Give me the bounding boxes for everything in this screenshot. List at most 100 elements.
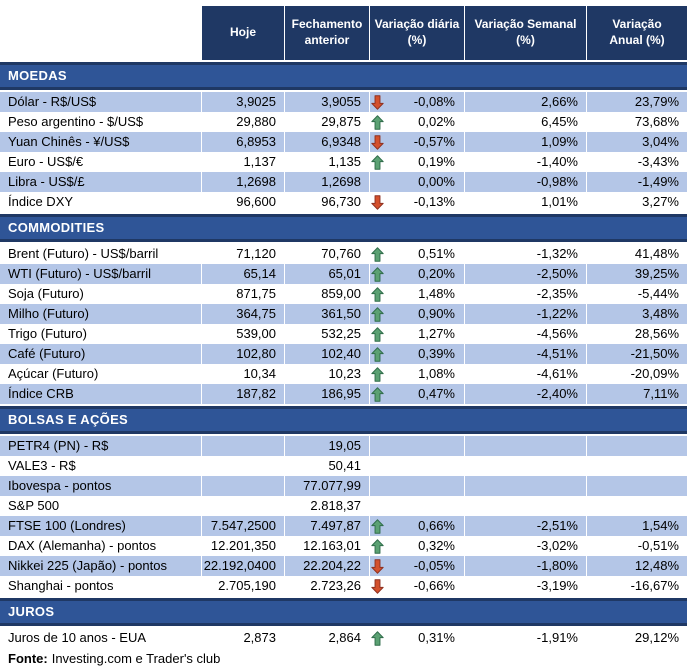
variacao-anual-value: 12,48% [587,556,687,576]
instrument-label: Índice CRB [0,384,202,404]
trend-arrow [371,518,386,534]
variacao-diaria-cell: 0,39% [370,344,465,364]
variacao-anual-value: 41,48% [634,246,679,261]
fechamento-value: 70,760 [285,244,370,264]
table-row: Soja (Futuro) 871,75 859,00 1,48% -2,35%… [0,284,687,304]
variacao-diaria-cell: 0,02% [370,112,465,132]
fechamento-value: 7.497,87 [285,516,370,536]
arrow-up-icon [371,538,384,554]
instrument-label: Dólar - R$/US$ [0,92,202,112]
variacao-semanal-value: -0,98% [465,172,587,192]
column-header-variacao-anual: Variação Anual (%) [587,6,687,60]
instrument-label: Milho (Futuro) [0,304,202,324]
hoje-value: 7.547,2500 [202,516,285,536]
instrument-label: Juros de 10 anos - EUA [0,628,202,648]
variacao-diaria-cell: 0,51% [370,244,465,264]
variacao-diaria-value: 0,51% [418,246,455,261]
table-row: Euro - US$/€ 1,137 1,135 0,19% -1,40% -3… [0,152,687,172]
fechamento-value: 1,2698 [285,172,370,192]
variacao-anual-value: 28,56% [634,326,679,341]
column-header-hoje: Hoje [202,6,285,60]
header-spacer [0,6,202,60]
trend-arrow [371,246,386,262]
variacao-semanal-value [465,436,587,456]
variacao-anual-value [587,476,687,496]
variacao-semanal-value: -4,56% [465,324,587,344]
table-row: Açúcar (Futuro) 10,34 10,23 1,08% -4,61%… [0,364,687,384]
variacao-diaria-value: 0,32% [418,538,455,553]
table-row: Juros de 10 anos - EUA 2,873 2,864 0,31%… [0,628,687,648]
variacao-anual-value: -20,09% [630,366,679,381]
table-row: FTSE 100 (Londres) 7.547,2500 7.497,87 0… [0,516,687,536]
arrow-up-icon [371,518,384,534]
instrument-label: Café (Futuro) [0,344,202,364]
hoje-value: 96,600 [202,192,285,212]
fechamento-value: 65,01 [285,264,370,284]
variacao-semanal-value: 1,01% [465,192,587,212]
fechamento-value: 3,9055 [285,92,370,112]
instrument-label: Euro - US$/€ [0,152,202,172]
table-row: WTI (Futuro) - US$/barril 65,14 65,01 0,… [0,264,687,284]
table-row: DAX (Alemanha) - pontos 12.201,350 12.16… [0,536,687,556]
table-row: Libra - US$/£ 1,2698 1,2698 0,00% -0,98%… [0,172,687,192]
arrow-down-icon [371,94,384,110]
variacao-anual-value: -3,43% [637,154,679,169]
variacao-diaria-cell: 1,48% [370,284,465,304]
fechamento-value: 29,875 [285,112,370,132]
variacao-diaria-value: 0,31% [418,630,455,645]
variacao-semanal-value: 2,66% [465,92,587,112]
arrow-up-icon [371,266,384,282]
hoje-value: 6,8953 [202,132,285,152]
variacao-semanal-value: -4,51% [465,344,587,364]
trend-arrow [371,346,386,362]
variacao-anual-value: 3,27% [642,194,679,209]
variacao-diaria-value: 1,27% [418,326,455,341]
table-row: Ibovespa - pontos 77.077,99 [0,476,687,496]
table-body: MOEDAS Dólar - R$/US$ 3,9025 3,9055 -0,0… [0,62,687,648]
variacao-anual-value: 39,25% [587,264,687,284]
variacao-diaria-value: -0,66% [413,578,455,593]
arrow-down-icon [371,194,384,210]
variacao-semanal-value [465,456,587,476]
table-header-row: Hoje Fechamento anterior Variação diária… [0,6,687,60]
arrow-up-icon [371,306,384,322]
trend-arrow [371,558,386,574]
variacao-diaria-cell [370,496,465,516]
variacao-diaria-value: -0,08% [413,94,455,109]
variacao-diaria-cell: -0,05% [370,556,465,576]
hoje-value: 102,80 [202,344,285,364]
instrument-label: WTI (Futuro) - US$/barril [0,264,202,284]
variacao-semanal-value: -3,19% [465,576,587,596]
instrument-label: Ibovespa - pontos [0,476,202,496]
variacao-anual-value: 73,68% [634,114,679,129]
variacao-anual-value: -1,49% [587,172,687,192]
fechamento-value: 12.163,01 [285,536,370,556]
hoje-value: 12.201,350 [202,536,285,556]
variacao-semanal-value: -1,40% [465,152,587,172]
fechamento-value: 2,864 [285,628,370,648]
column-header-variacao-semanal: Variação Semanal (%) [465,6,587,60]
variacao-diaria-value: 0,90% [418,306,455,321]
variacao-semanal-value: -2,40% [465,384,587,404]
section-header-juros: JUROS [0,598,687,626]
hoje-value [202,436,285,456]
trend-arrow [371,538,386,554]
hoje-value: 65,14 [202,264,285,284]
variacao-anual-value: 7,11% [587,384,687,404]
trend-arrow [371,286,386,302]
variacao-anual-value [587,436,687,456]
hoje-value: 871,75 [202,284,285,304]
variacao-semanal-value: -1,80% [465,556,587,576]
fechamento-value: 19,05 [285,436,370,456]
trend-arrow [371,578,386,594]
hoje-value [202,496,285,516]
source-text: Investing.com e Trader's club [51,651,221,666]
variacao-diaria-value: 0,02% [418,114,455,129]
hoje-value: 22.192,0400 [202,556,285,576]
fechamento-value: 532,25 [285,324,370,344]
instrument-label: Soja (Futuro) [0,284,202,304]
hoje-value: 1,137 [202,152,285,172]
hoje-value [202,476,285,496]
variacao-semanal-value: -1,32% [465,244,587,264]
section-header-bolsas-e-acoes: BOLSAS E AÇÕES [0,406,687,434]
